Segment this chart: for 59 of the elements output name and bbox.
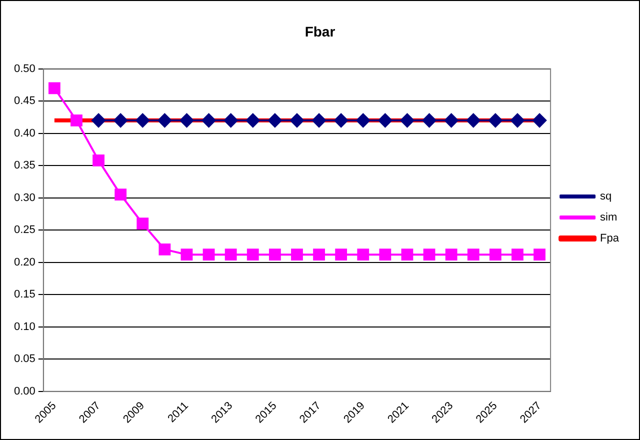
point <box>136 113 150 128</box>
point <box>445 248 458 261</box>
point <box>180 113 194 128</box>
legend-label: sq <box>600 190 612 203</box>
legend-label: Fpa <box>600 232 620 245</box>
y-tick-label: 0.40 <box>14 127 36 140</box>
point <box>268 113 282 128</box>
point <box>313 248 325 261</box>
y-tick-label: 0.30 <box>14 192 36 204</box>
point <box>466 113 480 128</box>
y-tick-label: 0.15 <box>14 288 36 301</box>
point <box>224 113 238 128</box>
point <box>379 248 392 261</box>
point <box>290 113 304 128</box>
point <box>312 113 326 128</box>
y-tick-label: 0.25 <box>14 224 36 236</box>
point <box>335 248 348 261</box>
point <box>400 113 414 128</box>
point <box>534 248 546 261</box>
point <box>291 248 303 261</box>
point <box>510 113 524 128</box>
point <box>48 82 60 94</box>
point <box>202 113 216 128</box>
point <box>92 154 104 166</box>
y-tick-label: 0.35 <box>14 160 36 172</box>
point <box>114 113 128 128</box>
point <box>224 248 237 261</box>
point <box>467 248 480 261</box>
point <box>158 113 172 128</box>
point <box>378 113 392 128</box>
y-tick-label: 0.45 <box>14 95 36 108</box>
point <box>70 114 82 126</box>
point <box>489 248 502 261</box>
point <box>92 113 106 128</box>
point <box>401 248 414 261</box>
point <box>114 188 127 201</box>
y-tick-label: 0.05 <box>14 353 36 366</box>
point <box>357 248 370 261</box>
point <box>488 113 502 128</box>
y-tick-label: 0.10 <box>14 320 36 333</box>
y-tick-label: 0.50 <box>14 62 36 75</box>
y-tick-label: 0.20 <box>14 256 36 268</box>
point <box>268 248 281 261</box>
point <box>158 243 171 256</box>
point <box>334 113 348 128</box>
point <box>423 248 436 261</box>
point <box>202 248 215 261</box>
point <box>444 113 458 128</box>
legend-label: sim <box>600 212 618 224</box>
point <box>136 218 149 230</box>
point <box>246 248 259 261</box>
point <box>532 113 547 128</box>
point <box>246 113 260 128</box>
point <box>356 113 370 128</box>
point <box>180 248 193 261</box>
point <box>422 113 436 128</box>
point <box>512 248 524 261</box>
y-tick-label: 0.00 <box>14 385 36 398</box>
chart-title: Fbar <box>304 23 336 40</box>
